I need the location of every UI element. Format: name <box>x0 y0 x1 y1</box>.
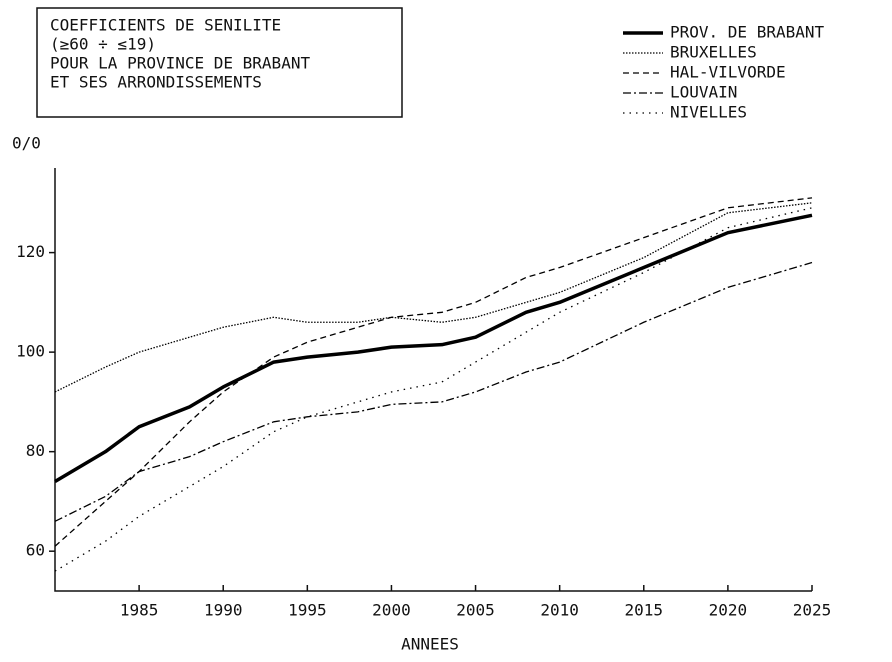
y-tick-label: 80 <box>26 441 45 460</box>
y-tick-label: 100 <box>16 342 45 361</box>
x-tick-label: 2025 <box>793 601 832 620</box>
x-tick-label: 1985 <box>120 601 159 620</box>
x-tick-label: 2005 <box>456 601 495 620</box>
legend-label: HAL-VILVORDE <box>670 63 786 82</box>
series-line <box>54 202 813 393</box>
title-box <box>36 7 403 118</box>
title-line: (≥60 ÷ ≤19) <box>50 35 156 54</box>
y-axis-label: 0/0 <box>12 134 41 153</box>
y-tick-label: 120 <box>16 242 45 261</box>
series-line <box>54 213 813 484</box>
title-line: ET SES ARRONDISSEMENTS <box>50 73 262 92</box>
x-axis-label: ANNEES <box>401 635 459 654</box>
legend-label: NIVELLES <box>670 103 747 122</box>
x-tick-label: 1990 <box>204 601 243 620</box>
series-line <box>54 197 813 547</box>
series-line <box>54 207 813 572</box>
legend-label: LOUVAIN <box>670 83 737 102</box>
legend-label: BRUXELLES <box>670 43 757 62</box>
y-tick-label: 60 <box>26 541 45 560</box>
legend-label: PROV. DE BRABANT <box>670 23 824 42</box>
x-tick-label: 2010 <box>540 601 579 620</box>
x-tick-label: 1995 <box>288 601 327 620</box>
x-tick-label: 2015 <box>625 601 664 620</box>
x-tick-label: 2000 <box>372 601 411 620</box>
axes <box>54 168 812 592</box>
title-line: COEFFICIENTS DE SENILITE <box>50 16 281 35</box>
x-tick-label: 2020 <box>709 601 748 620</box>
series-line <box>54 261 813 522</box>
title-line: POUR LA PROVINCE DE BRABANT <box>50 54 310 73</box>
